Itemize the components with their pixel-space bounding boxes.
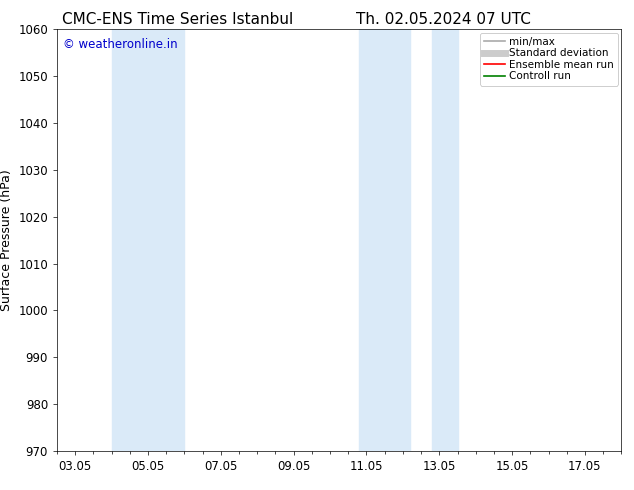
Bar bbox=[112, 29, 184, 451]
Y-axis label: Surface Pressure (hPa): Surface Pressure (hPa) bbox=[0, 169, 13, 311]
Text: Th. 02.05.2024 07 UTC: Th. 02.05.2024 07 UTC bbox=[356, 12, 531, 27]
Legend: min/max, Standard deviation, Ensemble mean run, Controll run: min/max, Standard deviation, Ensemble me… bbox=[480, 32, 618, 86]
Bar bbox=[432, 29, 458, 451]
Bar bbox=[359, 29, 410, 451]
Text: © weatheronline.in: © weatheronline.in bbox=[63, 38, 178, 51]
Text: CMC-ENS Time Series Istanbul: CMC-ENS Time Series Istanbul bbox=[62, 12, 293, 27]
